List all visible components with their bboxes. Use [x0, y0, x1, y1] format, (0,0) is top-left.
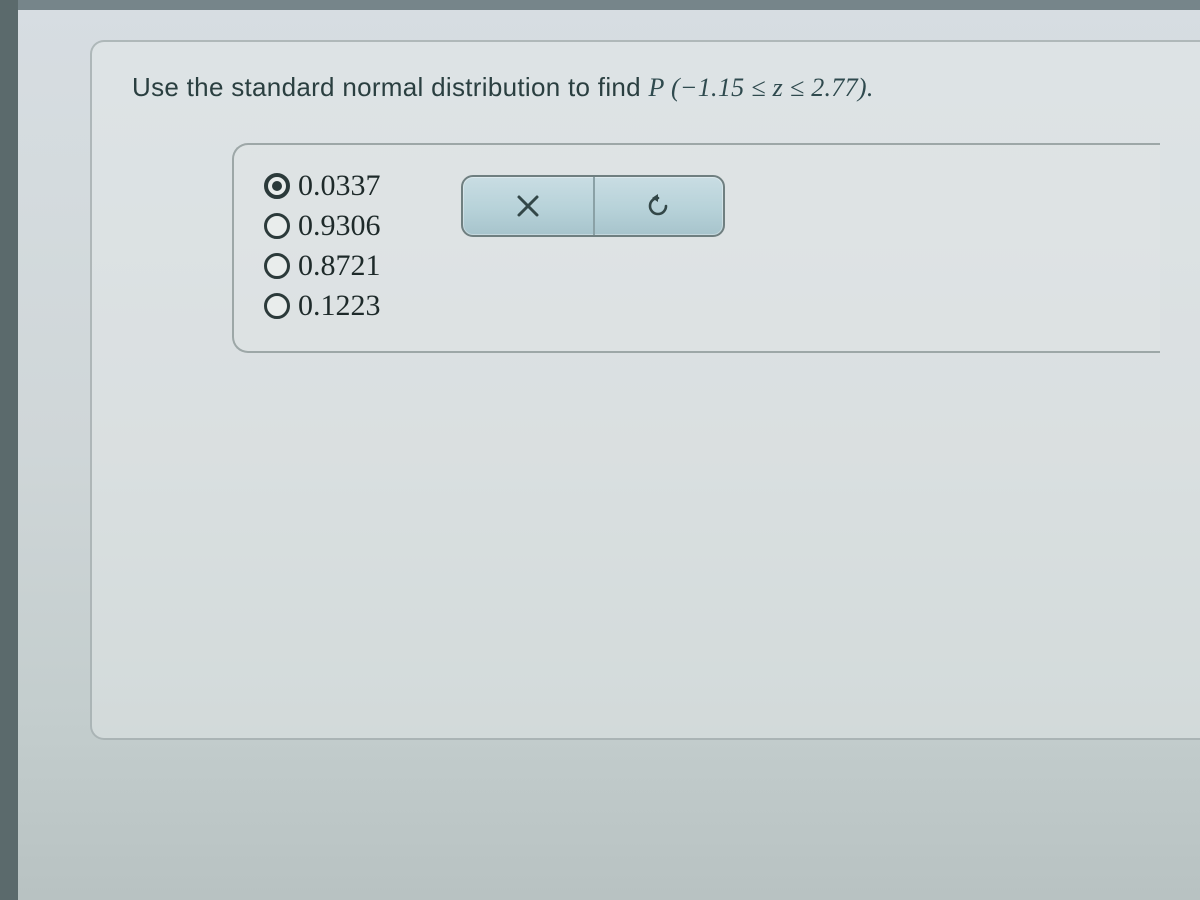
option-label: 0.0337	[298, 169, 381, 203]
question-prompt: Use the standard normal distribution to …	[132, 72, 1160, 103]
undo-icon	[645, 192, 673, 220]
action-button-group	[461, 175, 725, 237]
clear-button[interactable]	[463, 177, 593, 235]
close-icon	[515, 193, 541, 219]
radio-icon	[264, 213, 290, 239]
answer-option-1[interactable]: 0.0337	[264, 169, 381, 203]
quiz-screen: Use the standard normal distribution to …	[0, 0, 1200, 900]
option-label: 0.9306	[298, 209, 381, 243]
answer-option-3[interactable]: 0.8721	[264, 249, 381, 283]
radio-icon	[264, 293, 290, 319]
reset-button[interactable]	[593, 177, 723, 235]
question-card: Use the standard normal distribution to …	[90, 40, 1200, 740]
answer-panel: 0.0337 0.9306 0.8721 0.1223	[232, 143, 1160, 353]
option-label: 0.8721	[298, 249, 381, 283]
radio-icon	[264, 253, 290, 279]
answer-option-4[interactable]: 0.1223	[264, 289, 381, 323]
answer-option-2[interactable]: 0.9306	[264, 209, 381, 243]
window-left-edge	[0, 0, 18, 900]
radio-icon	[264, 173, 290, 199]
question-math: P (−1.15 ≤ z ≤ 2.77).	[648, 73, 873, 102]
answer-options: 0.0337 0.9306 0.8721 0.1223	[264, 169, 381, 323]
question-prefix: Use the standard normal distribution to …	[132, 72, 648, 102]
window-top-edge	[0, 0, 1200, 10]
option-label: 0.1223	[298, 289, 381, 323]
